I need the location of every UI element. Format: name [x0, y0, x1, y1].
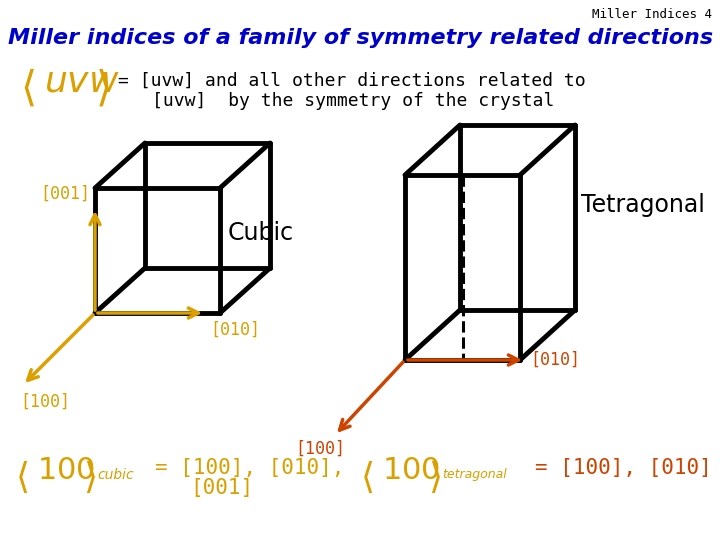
Text: $\mathit{uvw}$: $\mathit{uvw}$ — [44, 64, 120, 98]
Text: $\rangle$: $\rangle$ — [83, 458, 96, 495]
Text: Miller indices of a family of symmetry related directions: Miller indices of a family of symmetry r… — [8, 28, 713, 48]
Text: $\rangle$: $\rangle$ — [95, 68, 109, 110]
Text: tetragonal: tetragonal — [442, 468, 507, 481]
Text: Tetragonal: Tetragonal — [581, 193, 705, 217]
Text: $\langle$: $\langle$ — [20, 68, 35, 110]
Text: [001]: [001] — [40, 185, 90, 203]
Text: $\langle$: $\langle$ — [360, 458, 373, 495]
Text: Miller Indices 4: Miller Indices 4 — [592, 8, 712, 21]
Text: = [100], [010],: = [100], [010], — [155, 458, 344, 478]
Text: $\langle$: $\langle$ — [15, 458, 28, 495]
Text: [100]: [100] — [20, 393, 70, 411]
Text: [001]: [001] — [190, 478, 253, 498]
Text: = [100], [010]: = [100], [010] — [535, 458, 712, 478]
Text: $100$: $100$ — [37, 456, 95, 485]
Text: [100]: [100] — [295, 440, 345, 458]
Text: [010]: [010] — [210, 321, 260, 339]
Text: $\rangle$: $\rangle$ — [428, 458, 441, 495]
Text: $100$: $100$ — [382, 456, 440, 485]
Text: Cubic: Cubic — [228, 221, 294, 245]
Text: [uvw]  by the symmetry of the crystal: [uvw] by the symmetry of the crystal — [152, 92, 554, 110]
Text: = [uvw] and all other directions related to: = [uvw] and all other directions related… — [118, 72, 585, 90]
Text: cubic: cubic — [97, 468, 134, 482]
Text: [010]: [010] — [530, 351, 580, 369]
